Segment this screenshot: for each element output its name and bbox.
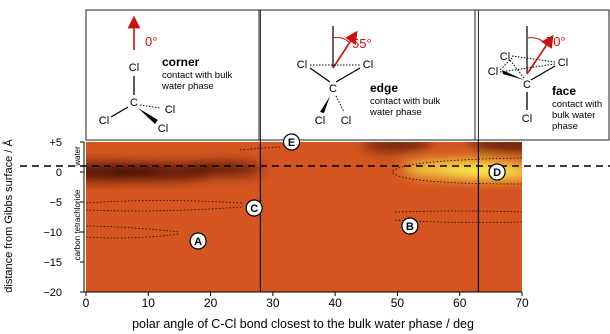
- atom-topleft-face: Cl: [500, 51, 510, 63]
- panel-caption-face-2: bulk water: [552, 110, 595, 121]
- panel-title-corner: corner: [162, 55, 200, 69]
- bond-left-corner: [110, 106, 129, 118]
- panel-face-frame: [474, 9, 610, 141]
- atom-center-corner: C: [130, 97, 138, 109]
- atom-right-corner: Cl: [165, 104, 175, 116]
- panel-frames: [85, 9, 610, 141]
- bond-tl-face: [509, 59, 525, 79]
- phase-label-ccl4: carbon tetrachloride: [73, 189, 82, 260]
- marker-c: [245, 199, 263, 217]
- arrow-face: [526, 34, 554, 75]
- marker-e: [282, 133, 301, 151]
- y-tick-label-2: −5: [49, 197, 62, 209]
- x-tick-label-3: 30: [266, 296, 280, 310]
- heat-spot-5: [362, 142, 433, 151]
- heatmap: [86, 142, 522, 292]
- guide-curve-B: [394, 210, 523, 213]
- x-tick-label-1: 10: [142, 296, 156, 310]
- panel-caption-face-3: phase: [552, 121, 578, 132]
- panel-face: 70° Cl Cl Cl C Cl face contact with bulk…: [488, 26, 602, 132]
- bond-bottom-corner: [138, 108, 158, 124]
- face-dotted-triangle: [499, 55, 556, 73]
- angle-arc-edge: [332, 37, 350, 43]
- guide-curve-E: [239, 146, 281, 151]
- marker-label-d: D: [493, 167, 501, 179]
- marker-label-a: A: [194, 236, 202, 248]
- x-tick-label-5: 50: [391, 296, 405, 310]
- angle-label-corner: 0°: [145, 34, 157, 49]
- panel-edge-frame: [258, 9, 476, 141]
- atom-top-corner: Cl: [129, 62, 139, 74]
- atom-center-face: C: [523, 79, 531, 91]
- bond-tr-edge: [335, 67, 361, 83]
- heat-spot-2: [182, 162, 264, 176]
- atom-center-edge: C: [329, 83, 337, 95]
- atom-midleft-face: Cl: [488, 66, 498, 78]
- arrow-edge: [332, 30, 358, 69]
- marker-b: [401, 217, 419, 235]
- marker-label-e: E: [288, 137, 295, 149]
- x-tick-label-7: 70: [515, 296, 529, 310]
- bond-bl-edge: [320, 96, 330, 113]
- x-tick-label-4: 40: [328, 296, 342, 310]
- atom-bottomleft-edge: Cl: [315, 115, 325, 127]
- y-tick-label-3: −10: [43, 227, 62, 239]
- axes: [83, 142, 522, 293]
- panel-caption-corner-2: water phase: [161, 81, 214, 92]
- panel-caption-edge-2: water phase: [369, 107, 422, 118]
- marker-a: [189, 232, 207, 250]
- y-tick-label-1: 0: [56, 167, 62, 179]
- heat-spot-6: [468, 142, 522, 152]
- bond-ml-face: [502, 70, 524, 80]
- x-axis-ticks: 0 10 20 30 40 50 60 70: [83, 292, 529, 310]
- atom-topleft-edge: Cl: [297, 59, 307, 71]
- bond-tl-edge: [309, 67, 331, 83]
- atom-left-corner: Cl: [99, 115, 109, 127]
- y-axis-ticks: +5 0 −5 −10 −15 −20: [43, 137, 84, 299]
- x-axis-title: polar angle of C-Cl bond closest to the …: [132, 317, 474, 331]
- panel-caption-edge-1: contact with bulk: [370, 96, 440, 107]
- panel-title-face: face: [552, 84, 576, 98]
- panel-caption-corner-1: contact with bulk: [162, 70, 232, 81]
- atom-topright-edge: Cl: [363, 59, 373, 71]
- panel-corner: 0° Cl C Cl Cl Cl corner contact with bul…: [99, 15, 232, 135]
- panel-caption-face-1: contact with: [552, 99, 602, 110]
- bond-right-corner: [139, 104, 161, 109]
- phase-label-water: water: [73, 146, 82, 167]
- y-tick-label-5: −20: [43, 287, 62, 299]
- bond-br-edge: [335, 95, 345, 113]
- guide-curve-A: [85, 225, 181, 233]
- atom-bottom-corner: Cl: [158, 123, 168, 135]
- marker-d: [488, 163, 506, 181]
- marker-label-c: C: [250, 203, 258, 215]
- y-tick-label-0: +5: [49, 137, 62, 149]
- angle-label-edge: 55°: [352, 36, 372, 51]
- panel-title-edge: edge: [370, 81, 398, 95]
- x-tick-label-0: 0: [83, 296, 90, 310]
- markers: A B C D E: [189, 133, 506, 250]
- atom-right-face: Cl: [558, 57, 568, 69]
- guide-curve-C2: [85, 206, 243, 212]
- y-tick-label-4: −15: [43, 257, 62, 269]
- angle-label-face: 70°: [546, 34, 566, 49]
- panel-edge: 55° Cl Cl C Cl Cl edge contact with bulk…: [297, 26, 440, 127]
- atom-bottom-face: Cl: [522, 113, 532, 125]
- guide-curve-D: [391, 157, 523, 185]
- x-tick-label-6: 60: [453, 296, 467, 310]
- guide-curve-A2: [85, 233, 181, 239]
- bond-r-face: [530, 65, 556, 81]
- y-axis-title: distance from Gibbs surface / Å: [2, 139, 15, 293]
- marker-label-b: B: [406, 221, 414, 233]
- atom-bottomright-edge: Cl: [341, 115, 351, 127]
- x-tick-label-2: 20: [204, 296, 218, 310]
- angle-arc-face: [526, 37, 547, 45]
- guide-curve-C: [85, 200, 243, 204]
